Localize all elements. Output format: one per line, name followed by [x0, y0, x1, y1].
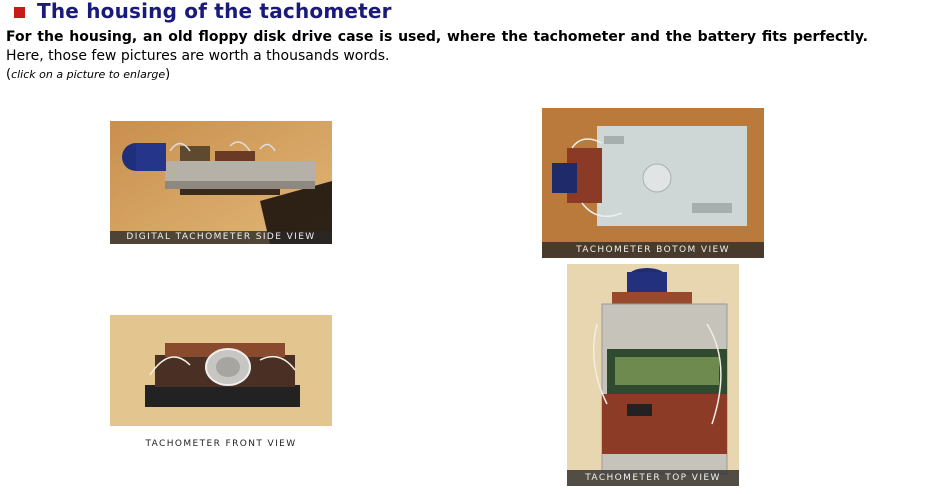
red-square-bullet-icon — [14, 7, 25, 18]
photo-front-view[interactable] — [110, 315, 332, 426]
photo-caption: Digital Tachometer side view — [110, 231, 332, 244]
photo-caption: Tachometer front view — [145, 439, 297, 449]
photo-top-view[interactable]: Tachometer TOP view — [567, 264, 739, 486]
side-view-image — [110, 121, 332, 244]
front-view-image — [110, 315, 332, 426]
photo-caption: Tachometer Botom view — [542, 242, 764, 258]
photo-side-view[interactable]: Digital Tachometer side view — [110, 121, 332, 244]
enlarge-hint: (click on a picture to enlarge) — [6, 67, 171, 82]
intro-bold-text: For the housing, an old floppy disk driv… — [6, 29, 868, 45]
photo-bottom-view[interactable]: Tachometer Botom view — [542, 108, 764, 258]
intro-paragraph: For the housing, an old floppy disk driv… — [6, 28, 868, 66]
enlarge-hint-text: click on a picture to enlarge — [11, 68, 166, 81]
top-view-image — [567, 264, 739, 486]
section-heading: The housing of the tachometer — [14, 0, 392, 23]
page-title: The housing of the tachometer — [37, 0, 392, 23]
photo-caption: Tachometer TOP view — [567, 470, 739, 486]
intro-text: Here, those few pictures are worth a tho… — [6, 48, 390, 64]
bottom-view-image — [542, 108, 764, 258]
